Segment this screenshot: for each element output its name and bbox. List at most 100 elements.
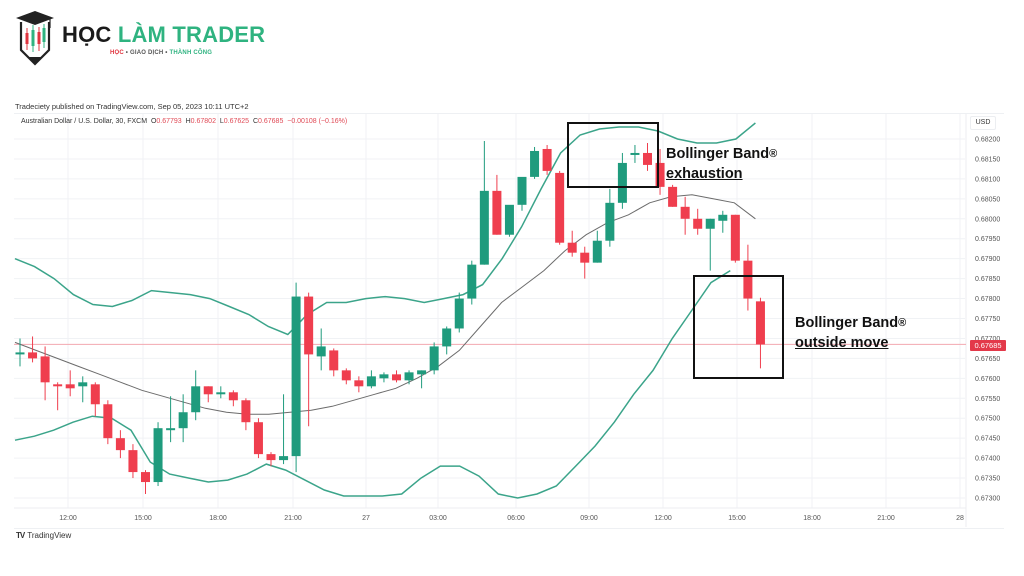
high-label: H bbox=[185, 118, 191, 125]
current-price-tag: 0.67685 bbox=[970, 340, 1006, 351]
time-axis[interactable]: 12:00 15:00 18:00 21:00 27 03:00 06:00 09:00 12:… bbox=[59, 515, 964, 522]
time-tick-label: 09:00 bbox=[580, 515, 598, 522]
candle bbox=[15, 338, 25, 367]
time-tick-label: 12:00 bbox=[59, 515, 77, 522]
price-tick-label: 0.67400 bbox=[975, 456, 1000, 463]
currency-button[interactable]: USD bbox=[970, 116, 996, 130]
candles bbox=[15, 140, 765, 495]
candle bbox=[279, 394, 289, 465]
candle bbox=[178, 394, 188, 443]
candle bbox=[504, 204, 514, 237]
candle bbox=[542, 144, 552, 175]
price-tick-label: 0.68150 bbox=[975, 156, 1000, 163]
candle bbox=[630, 144, 640, 163]
candle bbox=[40, 346, 50, 401]
brand-tagline: HỌC • GIAO DỊCH • THÀNH CÔNG bbox=[110, 50, 212, 56]
time-tick-label: 27 bbox=[362, 515, 370, 522]
price-tick-label: 0.67450 bbox=[975, 436, 1000, 443]
time-tick-label: 03:00 bbox=[429, 515, 447, 522]
outside-move-highlight-box bbox=[693, 275, 784, 379]
candle bbox=[266, 452, 276, 467]
price-tick-label: 0.67550 bbox=[975, 396, 1000, 403]
price-tick-label: 0.68000 bbox=[975, 216, 1000, 223]
exhaustion-annotation: Bollinger Band® exhaustion bbox=[666, 145, 777, 184]
candle bbox=[228, 390, 238, 407]
upper-band-line bbox=[14, 122, 756, 336]
chart-frame bbox=[14, 113, 1004, 529]
basis-line bbox=[14, 194, 756, 415]
candle bbox=[442, 326, 452, 355]
brand-title: HỌC LÀM TRADER bbox=[62, 22, 265, 48]
tagline-part1: HỌC bbox=[110, 50, 124, 56]
candle bbox=[329, 348, 339, 377]
candle bbox=[492, 174, 502, 235]
time-tick-label: 15:00 bbox=[728, 515, 746, 522]
price-tick-label: 0.68200 bbox=[975, 137, 1000, 144]
brand-title-part2: LÀM TRADER bbox=[117, 22, 266, 47]
price-axis[interactable]: 0.68200 0.68150 0.68100 0.68050 0.68000 0.679… bbox=[975, 137, 1000, 503]
change-value: −0.00108 (−0.16%) bbox=[287, 118, 348, 125]
candle bbox=[517, 176, 527, 211]
tagline-part3: THÀNH CÔNG bbox=[169, 50, 213, 56]
candle bbox=[128, 444, 138, 479]
time-tick-label: 21:00 bbox=[877, 515, 895, 522]
publisher-line: Tradeciety published on TradingView.com,… bbox=[15, 102, 249, 111]
price-tick-label: 0.67900 bbox=[975, 256, 1000, 263]
price-tick-label: 0.68050 bbox=[975, 196, 1000, 203]
candle bbox=[379, 372, 389, 383]
candle bbox=[392, 370, 401, 383]
chart-grid bbox=[14, 114, 967, 527]
price-tick-label: 0.67950 bbox=[975, 236, 1000, 243]
candle bbox=[191, 370, 201, 421]
candle bbox=[643, 142, 652, 171]
low-label: L bbox=[219, 118, 224, 125]
time-tick-label: 21:00 bbox=[284, 515, 302, 522]
candle bbox=[655, 148, 665, 195]
candle bbox=[743, 244, 753, 311]
candle bbox=[730, 214, 740, 263]
bollinger-bands bbox=[14, 122, 756, 499]
price-tick-label: 0.67800 bbox=[975, 296, 1000, 303]
candle bbox=[216, 386, 226, 399]
candle bbox=[90, 382, 100, 417]
candle bbox=[103, 400, 113, 445]
time-tick-label: 18:00 bbox=[803, 515, 821, 522]
candle bbox=[567, 230, 577, 257]
close-value: 0.67685 bbox=[258, 118, 284, 125]
registered-mark: ® bbox=[898, 317, 907, 329]
candle bbox=[467, 260, 477, 305]
time-tick-label: 28 bbox=[956, 515, 964, 522]
candle bbox=[404, 370, 414, 385]
candle bbox=[28, 336, 38, 363]
annotation-subtitle: outside move bbox=[795, 335, 889, 351]
price-tick-label: 0.67500 bbox=[975, 416, 1000, 423]
exhaustion-highlight-box bbox=[567, 122, 659, 188]
candle bbox=[354, 376, 364, 393]
candle bbox=[366, 370, 376, 389]
price-tick-label: 0.68100 bbox=[975, 176, 1000, 183]
outside-move-annotation: Bollinger Band® outside move bbox=[795, 314, 906, 353]
candle bbox=[429, 342, 439, 375]
low-value: 0.67625 bbox=[223, 118, 250, 125]
candle bbox=[78, 376, 88, 403]
annotation-title: Bollinger Band bbox=[666, 146, 770, 162]
open-label: O bbox=[150, 118, 157, 125]
candle bbox=[291, 282, 301, 473]
annotation-title: Bollinger Band bbox=[795, 315, 899, 331]
candle bbox=[454, 292, 464, 333]
time-tick-label: 18:00 bbox=[209, 515, 227, 522]
candle bbox=[755, 297, 765, 369]
candle bbox=[592, 230, 602, 263]
candle bbox=[241, 398, 251, 431]
graduation-cap-candle-icon bbox=[16, 11, 54, 66]
candle bbox=[153, 422, 163, 487]
registered-mark: ® bbox=[769, 148, 778, 160]
tradingview-brand[interactable]: TV TradingView bbox=[16, 531, 71, 540]
price-tick-label: 0.67300 bbox=[975, 496, 1000, 503]
candle bbox=[680, 196, 690, 235]
candle bbox=[341, 368, 351, 385]
symbol-ohlc-legend: Australian Dollar / U.S. Dollar, 30, FXC… bbox=[21, 118, 347, 125]
high-value: 0.67802 bbox=[190, 118, 216, 125]
candle bbox=[668, 184, 678, 207]
